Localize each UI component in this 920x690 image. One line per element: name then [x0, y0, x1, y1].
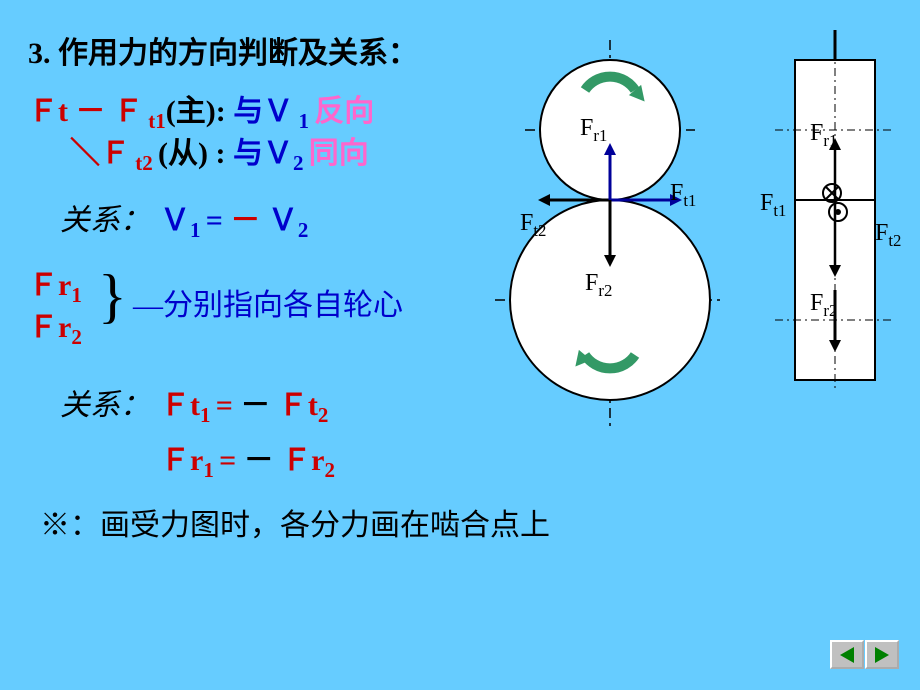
d2-ft1-label: Ft1 — [760, 190, 786, 221]
d1-fr2-label: Fr2 — [585, 270, 612, 301]
prev-button[interactable] — [830, 640, 864, 669]
d2-ft2-label: Ft2 — [875, 220, 901, 251]
title: 3. 作用力的方向判断及关系： — [28, 28, 418, 72]
d2-fr1-label: Fr1 — [810, 120, 837, 151]
d1-fr1-label: Fr1 — [580, 115, 607, 146]
fr2-label: Ｆr2 — [28, 302, 82, 350]
note: ※：画受力图时，各分力画在啮合点上 — [40, 500, 550, 544]
d1-ft2-label: Ft2 — [520, 210, 546, 241]
d1-ft1-label: Ft1 — [670, 180, 696, 211]
line1: Ｆt － Ｆ t1(主): 与Ｖ 1 反向 — [28, 86, 374, 134]
line2: ＼Ｆ t2 (从) : 与Ｖ2 同向 — [70, 128, 369, 176]
fr1-label: Ｆr1 — [28, 260, 82, 308]
relation2-label: 关系： — [60, 380, 150, 424]
relation1-label: 关系： — [60, 195, 150, 239]
fr-desc: —分别指向各自轮心 — [133, 280, 403, 324]
d2-fr2-label: Fr2 — [810, 290, 837, 321]
relation1-formula: Ｖ1 = － Ｖ2 — [160, 195, 308, 243]
next-button[interactable] — [865, 640, 899, 669]
relation2-eq1: Ｆt1 = － Ｆt2 — [160, 380, 328, 428]
fr-brace: } — [98, 262, 127, 331]
relation2-eq2: Ｆr1 = － Ｆr2 — [160, 435, 335, 483]
